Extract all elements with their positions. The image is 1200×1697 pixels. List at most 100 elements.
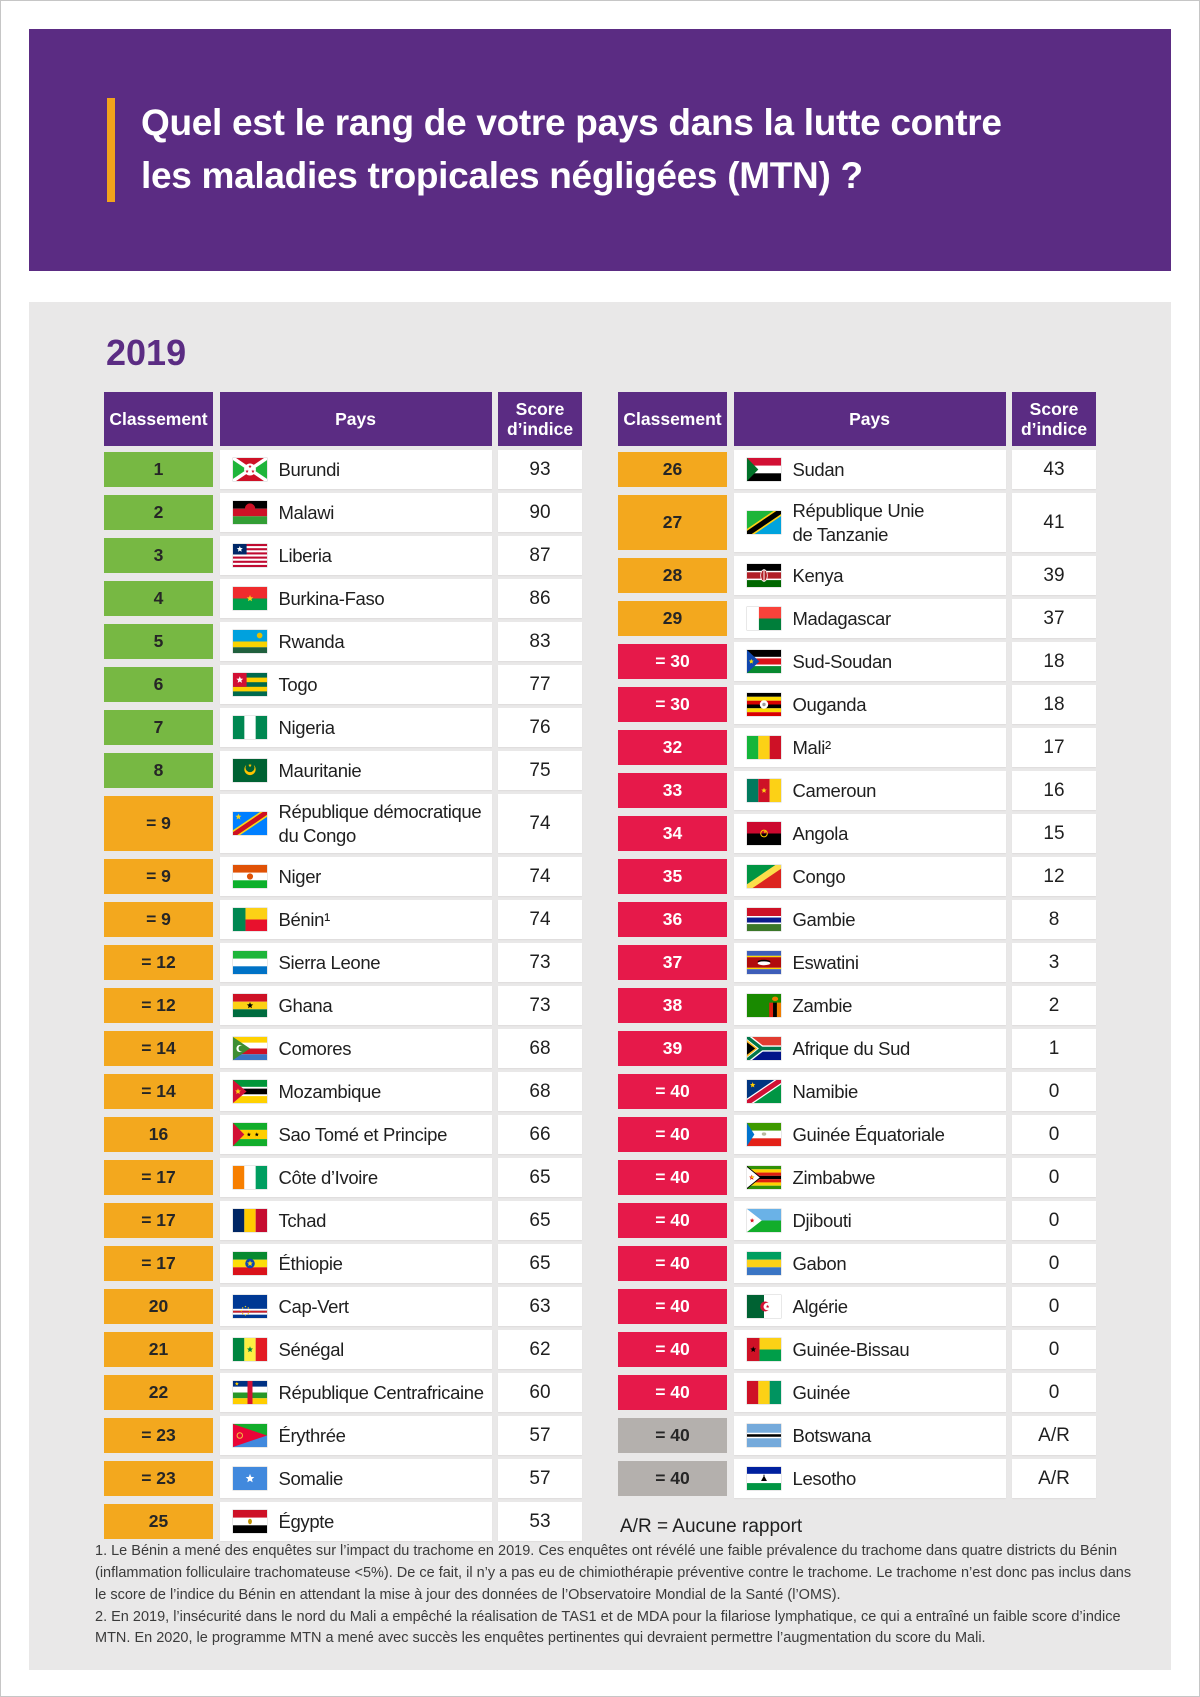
table-header-row: Classement Pays Score d’indice xyxy=(618,392,1096,446)
country-cell: Togo xyxy=(219,665,492,704)
country-name: Angola xyxy=(792,822,849,844)
rank-value: = 40 xyxy=(655,1468,690,1488)
rank-value: = 40 xyxy=(655,1425,690,1445)
country-name: République démocratique du Congo xyxy=(278,801,482,846)
country-cell: Érythrée xyxy=(219,1416,492,1455)
country-cell: Djibouti xyxy=(733,1201,1006,1240)
rank-value: 26 xyxy=(662,459,683,479)
country-cell: Gabon xyxy=(733,1244,1006,1283)
rank-value: 1 xyxy=(153,459,164,479)
country-name: Érythrée xyxy=(278,1424,346,1446)
score-cell: 65 xyxy=(498,1158,582,1197)
rank-cell: = 14 xyxy=(104,1031,213,1066)
country-name: Mali² xyxy=(792,736,832,758)
rank-cell: 20 xyxy=(104,1289,213,1324)
table-row: = 17 Éthiopie 65 xyxy=(104,1244,582,1283)
rank-value: 3 xyxy=(153,545,164,565)
flag-icon xyxy=(746,458,781,481)
flag-icon xyxy=(746,511,781,534)
rank-cell: 25 xyxy=(104,1504,213,1539)
table-row: = 9 Bénin¹ 74 xyxy=(104,900,582,939)
rank-value: 28 xyxy=(662,565,683,585)
score-cell: 77 xyxy=(498,665,582,704)
table-row: = 14 Mozambique 68 xyxy=(104,1072,582,1111)
country-name: Madagascar xyxy=(792,607,892,629)
rank-value: 4 xyxy=(153,588,164,608)
country-cell: Nigeria xyxy=(219,708,492,747)
table-row: = 40 Algérie 0 xyxy=(618,1287,1096,1326)
table-row: 5 Rwanda 83 xyxy=(104,622,582,661)
column-header-country: Pays xyxy=(219,392,492,446)
table-body: 26 Sudan 43 27 République Unie de Tanzan… xyxy=(618,450,1096,1498)
country-cell: Sudan xyxy=(733,450,1006,489)
score-cell: 16 xyxy=(1012,771,1096,810)
table-row: = 40 Guinée 0 xyxy=(618,1373,1096,1412)
rank-cell: 6 xyxy=(104,667,213,702)
table-row: = 30 Sud-Soudan 18 xyxy=(618,642,1096,681)
flag-icon xyxy=(232,908,267,931)
rank-cell: = 17 xyxy=(104,1203,213,1238)
country-cell: Égypte xyxy=(219,1502,492,1541)
rank-value: 7 xyxy=(153,717,164,737)
country-name: Niger xyxy=(278,865,322,887)
flag-icon xyxy=(232,716,267,739)
score-cell: 18 xyxy=(1012,685,1096,724)
rank-value: = 30 xyxy=(655,694,690,714)
country-name: Djibouti xyxy=(792,1209,852,1231)
flag-icon xyxy=(232,1123,267,1146)
country-name: Burundi xyxy=(278,458,341,480)
score-cell: 83 xyxy=(498,622,582,661)
table-row: = 12 Ghana 73 xyxy=(104,986,582,1025)
score-cell: 74 xyxy=(498,857,582,896)
country-name: Kenya xyxy=(792,564,844,586)
table-row: = 40 Zimbabwe 0 xyxy=(618,1158,1096,1197)
table-row: = 40 Gabon 0 xyxy=(618,1244,1096,1283)
rank-cell: 36 xyxy=(618,902,727,937)
country-name: Zimbabwe xyxy=(792,1166,876,1188)
table-row: = 12 Sierra Leone 73 xyxy=(104,943,582,982)
country-name: Algérie xyxy=(792,1295,848,1317)
country-cell: Burundi xyxy=(219,450,492,489)
rank-cell: = 12 xyxy=(104,988,213,1023)
country-name: Malawi xyxy=(278,501,335,523)
rank-value: 38 xyxy=(662,995,683,1015)
rank-cell: = 40 xyxy=(618,1160,727,1195)
table-row: 29 Madagascar 37 xyxy=(618,599,1096,638)
rank-value: 22 xyxy=(148,1382,169,1402)
flag-icon xyxy=(232,1381,267,1404)
flag-icon xyxy=(232,759,267,782)
flag-icon xyxy=(232,544,267,567)
country-name: Sénégal xyxy=(278,1338,345,1360)
table-row: = 9 Niger 74 xyxy=(104,857,582,896)
country-cell: Cap-Vert xyxy=(219,1287,492,1326)
country-name: Burkina-Faso xyxy=(278,587,385,609)
flag-icon xyxy=(232,1252,267,1275)
score-cell: 63 xyxy=(498,1287,582,1326)
flag-icon xyxy=(746,822,781,845)
rank-value: = 40 xyxy=(655,1210,690,1230)
flag-icon xyxy=(232,501,267,524)
country-cell: Liberia xyxy=(219,536,492,575)
country-cell: Burkina-Faso xyxy=(219,579,492,618)
table-header-row: Classement Pays Score d’indice xyxy=(104,392,582,446)
country-cell: Malawi xyxy=(219,493,492,532)
rank-value: = 17 xyxy=(141,1210,176,1230)
table-row: 37 Eswatini 3 xyxy=(618,943,1096,982)
country-cell: Mauritanie xyxy=(219,751,492,790)
score-cell: 43 xyxy=(1012,450,1096,489)
country-cell: Sénégal xyxy=(219,1330,492,1369)
flag-icon xyxy=(746,1037,781,1060)
table-row: = 40 Guinée Équatoriale 0 xyxy=(618,1115,1096,1154)
score-cell: 1 xyxy=(1012,1029,1096,1068)
rank-value: 35 xyxy=(662,866,683,886)
flag-icon xyxy=(232,1037,267,1060)
country-name: Ghana xyxy=(278,994,333,1016)
flag-icon xyxy=(746,693,781,716)
country-cell: Zambie xyxy=(733,986,1006,1025)
rank-cell: = 30 xyxy=(618,687,727,722)
country-cell: Guinée-Bissau xyxy=(733,1330,1006,1369)
column-header-rank: Classement xyxy=(618,392,727,446)
rank-cell: 33 xyxy=(618,773,727,808)
rank-cell: = 17 xyxy=(104,1246,213,1281)
country-cell: Gambie xyxy=(733,900,1006,939)
